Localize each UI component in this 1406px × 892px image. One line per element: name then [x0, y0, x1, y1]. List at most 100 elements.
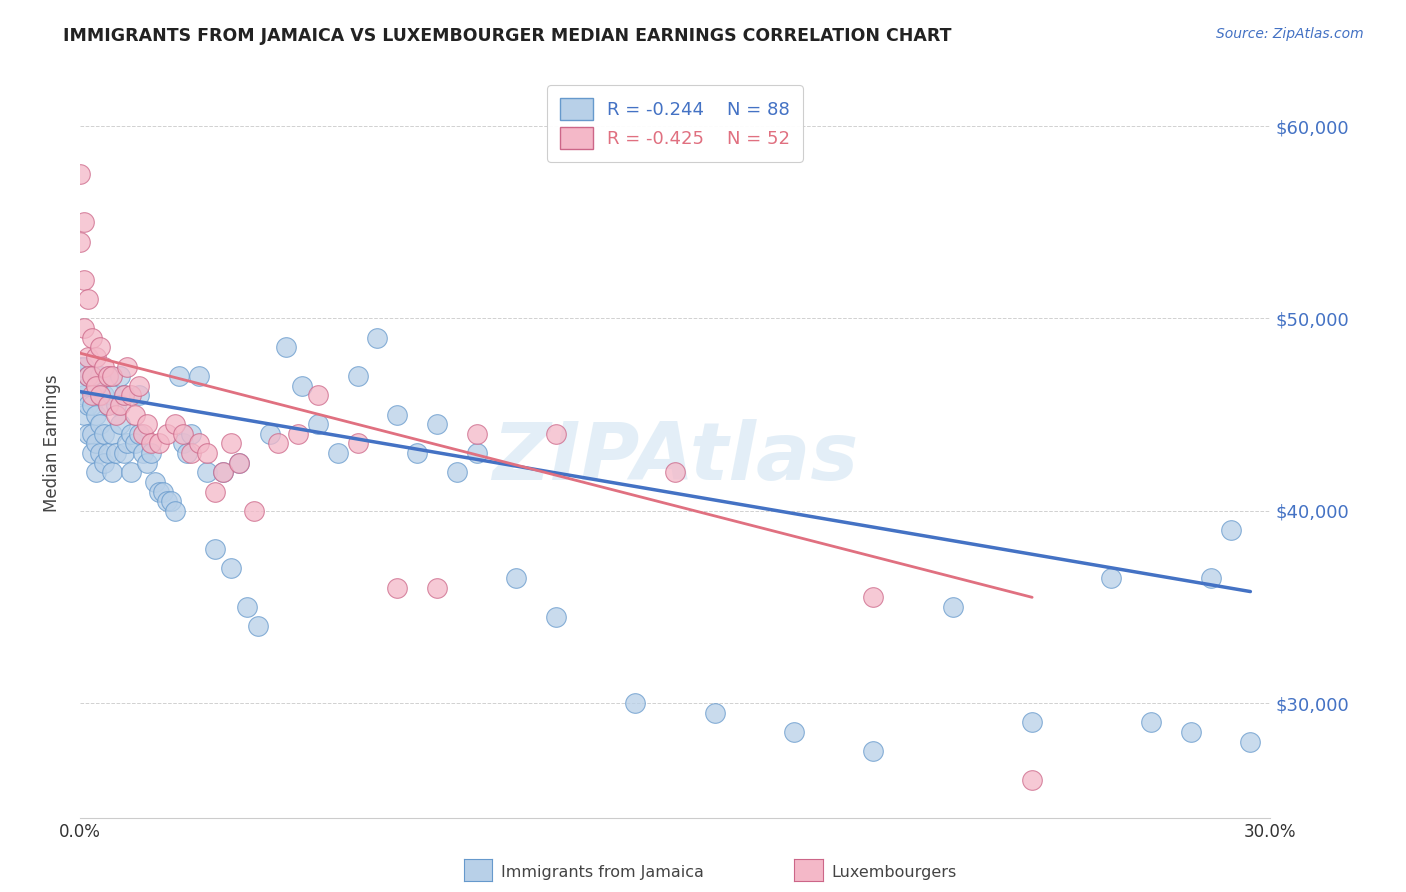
- Point: [156, 494, 179, 508]
- Point: [176, 446, 198, 460]
- Point: [1239, 734, 1261, 748]
- Point: [136, 417, 159, 432]
- Point: [160, 494, 183, 508]
- Point: [84, 379, 107, 393]
- Point: [80, 426, 103, 441]
- Point: [93, 426, 115, 441]
- Point: [326, 446, 349, 460]
- Point: [505, 571, 527, 585]
- Point: [228, 456, 250, 470]
- Point: [128, 379, 150, 393]
- Point: [73, 359, 96, 374]
- Point: [187, 369, 209, 384]
- Point: [267, 436, 290, 450]
- Point: [89, 340, 111, 354]
- Point: [446, 466, 468, 480]
- Point: [426, 417, 449, 432]
- Point: [80, 398, 103, 412]
- Point: [97, 369, 120, 384]
- Point: [84, 408, 107, 422]
- Point: [80, 446, 103, 460]
- Point: [69, 359, 91, 374]
- Point: [104, 408, 127, 422]
- Point: [287, 426, 309, 441]
- Point: [195, 446, 218, 460]
- Point: [112, 388, 135, 402]
- Point: [195, 466, 218, 480]
- Point: [80, 369, 103, 384]
- Point: [112, 446, 135, 460]
- Point: [76, 293, 98, 307]
- Point: [307, 417, 329, 432]
- Point: [247, 619, 270, 633]
- Point: [211, 466, 233, 480]
- Point: [112, 388, 135, 402]
- Point: [165, 417, 187, 432]
- Point: [104, 446, 127, 460]
- Point: [93, 359, 115, 374]
- Point: [89, 369, 111, 384]
- Point: [544, 609, 567, 624]
- Point: [862, 591, 884, 605]
- Point: [1180, 725, 1202, 739]
- Point: [97, 446, 120, 460]
- Point: [219, 436, 242, 450]
- Y-axis label: Median Earnings: Median Earnings: [44, 375, 60, 512]
- Point: [76, 398, 98, 412]
- Point: [89, 446, 111, 460]
- Point: [387, 408, 409, 422]
- Point: [89, 388, 111, 402]
- Point: [165, 504, 187, 518]
- Point: [426, 581, 449, 595]
- Point: [136, 456, 159, 470]
- Point: [100, 426, 122, 441]
- Point: [1021, 772, 1043, 787]
- Point: [942, 599, 965, 614]
- Point: [69, 235, 91, 249]
- Text: Immigrants from Jamaica: Immigrants from Jamaica: [501, 865, 703, 880]
- Point: [141, 446, 163, 460]
- Point: [84, 350, 107, 364]
- Point: [120, 426, 142, 441]
- Point: [143, 475, 166, 489]
- Point: [117, 436, 139, 450]
- Text: ZIPAtlas: ZIPAtlas: [492, 419, 858, 498]
- Point: [76, 426, 98, 441]
- Point: [100, 466, 122, 480]
- Point: [73, 215, 96, 229]
- Point: [387, 581, 409, 595]
- Point: [93, 388, 115, 402]
- Point: [84, 379, 107, 393]
- Point: [167, 369, 190, 384]
- Point: [100, 369, 122, 384]
- Point: [89, 417, 111, 432]
- Point: [1199, 571, 1222, 585]
- Legend: R = -0.244    N = 88, R = -0.425    N = 52: R = -0.244 N = 88, R = -0.425 N = 52: [547, 85, 803, 161]
- Point: [97, 369, 120, 384]
- Point: [89, 388, 111, 402]
- Point: [73, 273, 96, 287]
- Point: [76, 369, 98, 384]
- Point: [73, 321, 96, 335]
- Point: [276, 340, 298, 354]
- Point: [180, 446, 202, 460]
- Point: [73, 388, 96, 402]
- Point: [76, 350, 98, 364]
- Point: [211, 466, 233, 480]
- Point: [76, 369, 98, 384]
- Text: Source: ZipAtlas.com: Source: ZipAtlas.com: [1216, 27, 1364, 41]
- Point: [187, 436, 209, 450]
- Point: [172, 426, 194, 441]
- Text: Luxembourgers: Luxembourgers: [831, 865, 956, 880]
- Point: [132, 446, 155, 460]
- Point: [346, 436, 368, 450]
- Point: [1021, 715, 1043, 730]
- Point: [120, 466, 142, 480]
- Point: [97, 398, 120, 412]
- Point: [73, 408, 96, 422]
- Point: [80, 331, 103, 345]
- Point: [124, 436, 146, 450]
- Point: [148, 436, 170, 450]
- Point: [366, 331, 388, 345]
- Point: [120, 388, 142, 402]
